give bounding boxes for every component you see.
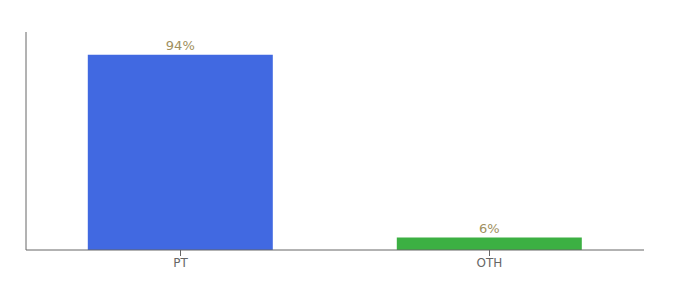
svg-text:PT: PT	[173, 256, 188, 270]
svg-text:OTH: OTH	[477, 256, 503, 270]
svg-text:6%: 6%	[479, 221, 500, 236]
svg-text:94%: 94%	[166, 38, 195, 53]
